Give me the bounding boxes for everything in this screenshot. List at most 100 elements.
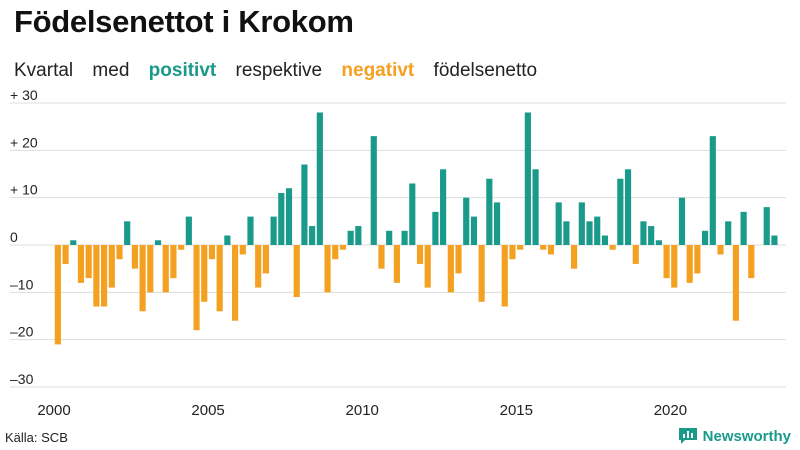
bar <box>578 202 585 245</box>
bar <box>555 202 562 245</box>
bar <box>663 245 670 279</box>
bar <box>517 245 524 250</box>
y-tick-label: + 10 <box>10 182 38 198</box>
bar <box>131 245 138 269</box>
bar <box>162 245 169 293</box>
bar <box>293 245 300 298</box>
bar <box>771 235 778 245</box>
bar <box>571 245 578 269</box>
bar <box>632 245 639 264</box>
y-tick-label: –30 <box>10 371 34 387</box>
bar <box>640 221 647 245</box>
x-tick-label: 2010 <box>346 402 379 419</box>
bar <box>470 216 478 245</box>
subtitle-word-2: med <box>92 60 130 81</box>
bar <box>116 245 123 260</box>
bar <box>201 245 208 302</box>
chart-subtitle: Kvartal med positivt respektive negativt… <box>14 60 551 82</box>
bar <box>678 197 686 245</box>
bar <box>54 245 61 345</box>
bar <box>139 245 146 312</box>
bar <box>540 245 547 250</box>
bar <box>208 245 216 260</box>
bar <box>648 226 655 245</box>
y-tick-label: + 20 <box>10 134 38 150</box>
bar <box>278 192 285 245</box>
bar <box>301 164 308 245</box>
bar <box>193 245 200 331</box>
bar <box>586 221 593 245</box>
bar <box>355 226 362 245</box>
subtitle-word-6: födelsenetto <box>433 60 538 81</box>
bar <box>671 245 678 288</box>
bar <box>532 169 539 245</box>
bar <box>493 202 501 245</box>
bar <box>478 245 485 302</box>
subtitle-word-4: respektive <box>235 60 323 81</box>
bar <box>178 245 185 250</box>
subtitle-positive-label: positivt <box>148 60 217 81</box>
bar <box>386 230 393 245</box>
newsworthy-logo-icon <box>678 428 697 444</box>
bar <box>601 235 608 245</box>
bar <box>401 230 408 245</box>
bar <box>509 245 516 260</box>
bar <box>62 245 69 264</box>
bar <box>763 207 770 245</box>
bar <box>416 245 424 264</box>
bar <box>624 169 632 245</box>
brand-logo: Newsworthy <box>678 427 791 445</box>
bar <box>216 245 223 312</box>
bar <box>702 230 709 245</box>
bar <box>309 226 316 245</box>
bar <box>316 112 323 245</box>
bar <box>101 245 108 307</box>
x-tick-label: 2015 <box>500 402 533 419</box>
y-axis-tick-labels: + 30 + 20 + 10 0 –10 –20 –30 <box>10 87 38 387</box>
bar <box>255 245 262 288</box>
bar <box>108 245 115 288</box>
bar <box>262 245 269 274</box>
bar <box>547 245 555 255</box>
bar <box>501 245 508 307</box>
bar <box>147 245 154 293</box>
bar <box>424 245 431 288</box>
y-tick-label: 0 <box>10 229 18 245</box>
bar <box>717 245 724 255</box>
bar <box>185 216 192 245</box>
bar <box>694 245 701 274</box>
bar <box>85 245 92 279</box>
bar <box>455 245 462 274</box>
bar <box>224 235 231 245</box>
bar <box>332 245 339 260</box>
bar <box>70 240 77 245</box>
bar <box>732 245 739 321</box>
bar <box>686 245 693 283</box>
y-tick-label: –20 <box>10 324 34 340</box>
page-title: Födelsenettot i Krokom <box>14 4 354 39</box>
bars <box>54 112 778 345</box>
bar <box>247 216 254 245</box>
x-tick-label: 2000 <box>37 402 70 419</box>
bar <box>77 245 85 283</box>
bar <box>409 183 416 245</box>
x-tick-label: 2005 <box>191 402 224 419</box>
y-tick-label: + 30 <box>10 87 38 103</box>
x-tick-label: 2020 <box>654 402 687 419</box>
bar <box>347 230 354 245</box>
bar <box>617 178 624 245</box>
bar <box>748 245 755 279</box>
bar <box>393 245 400 283</box>
bar <box>740 211 747 245</box>
bar <box>725 221 732 245</box>
subtitle-word-1: Kvartal <box>14 60 74 81</box>
bar <box>324 245 331 293</box>
bar <box>378 245 385 269</box>
bar <box>447 245 454 293</box>
bar <box>524 112 531 245</box>
bar <box>124 221 131 245</box>
bar <box>563 221 570 245</box>
x-axis-tick-labels: 2000 2005 2010 2015 2020 <box>37 402 687 419</box>
bar <box>709 136 716 245</box>
